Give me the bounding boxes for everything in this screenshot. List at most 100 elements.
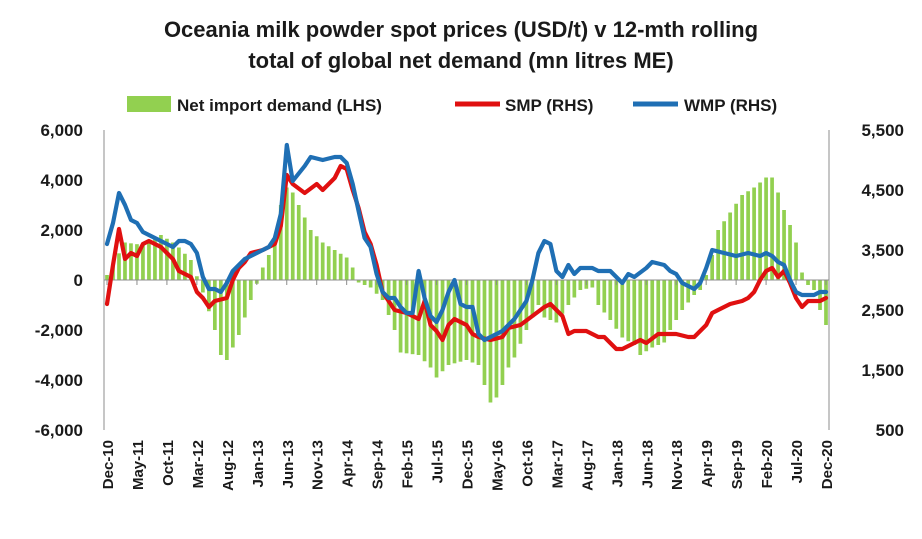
net-import-bar	[572, 280, 577, 298]
net-import-bar	[368, 280, 373, 288]
net-import-bar	[620, 280, 625, 338]
x-axis-tick-label: Dec-10	[100, 440, 117, 489]
legend-label-wmp: WMP (RHS)	[684, 96, 777, 115]
net-import-bar	[728, 212, 732, 280]
net-import-bar	[153, 238, 157, 280]
net-import-bar	[566, 280, 571, 305]
net-import-bar	[272, 242, 277, 280]
x-axis-tick-label: Feb-20	[759, 440, 776, 488]
x-axis-tick-label: Jan-18	[609, 440, 626, 488]
net-import-bar	[141, 245, 145, 280]
right-axis-tick-label: 5,500	[861, 121, 904, 140]
net-import-bar	[230, 280, 235, 348]
net-import-bar	[812, 280, 816, 290]
left-axis-ticks: 6,000 4,000 2,000 0 -2,000 -4,000 -6,000	[35, 121, 83, 440]
net-import-bar	[177, 247, 181, 280]
net-import-bar	[135, 244, 139, 280]
x-axis-tick-label: Apr-19	[699, 440, 716, 488]
x-axis-tick-label: Jan-13	[250, 440, 267, 488]
net-import-bar	[668, 280, 673, 330]
net-import-bar	[147, 241, 151, 280]
net-import-bar	[392, 280, 397, 330]
axes	[103, 130, 830, 430]
net-import-bar	[207, 280, 211, 312]
x-axis-tick-label: Feb-15	[400, 440, 417, 488]
legend-label-net-import: Net import demand (LHS)	[177, 96, 382, 115]
net-import-bar	[183, 253, 187, 280]
net-import-bar	[332, 250, 337, 280]
x-axis-tick-label: Apr-14	[340, 439, 357, 487]
x-axis-tick-label: Mar-12	[190, 440, 207, 488]
net-import-bar	[482, 280, 487, 385]
net-import-bar	[159, 235, 163, 280]
net-import-bar	[644, 280, 649, 352]
net-import-bar	[614, 280, 619, 329]
net-import-bar	[782, 210, 786, 280]
net-import-bar	[404, 280, 409, 354]
x-axis-tick-label: May-11	[130, 440, 147, 490]
net-import-bar	[764, 177, 768, 280]
net-import-bar	[189, 260, 193, 280]
net-import-bar	[608, 280, 613, 320]
legend: Net import demand (LHS) SMP (RHS) WMP (R…	[127, 96, 777, 115]
net-import-bar	[218, 280, 223, 355]
net-import-bar	[284, 187, 289, 280]
net-import-bar	[716, 230, 720, 280]
x-axis-tick-label: May-16	[490, 440, 507, 491]
left-axis-tick-label: 2,000	[40, 221, 83, 240]
net-import-bar	[320, 242, 325, 280]
left-axis-tick-label: 0	[74, 271, 83, 290]
x-axis-tick-label: Mar-17	[549, 440, 566, 488]
net-import-bar	[195, 276, 199, 280]
net-import-bar	[674, 280, 679, 320]
net-import-bar	[650, 280, 655, 348]
x-axis-tick-label: Aug-17	[579, 440, 596, 491]
right-axis-tick-label: 3,500	[861, 241, 904, 260]
net-import-bar	[422, 280, 427, 362]
net-import-bar	[105, 275, 109, 280]
x-axis-tick-label: Jun-18	[639, 440, 656, 488]
right-axis-tick-label: 500	[876, 421, 904, 440]
right-axis-ticks: 5,500 4,500 3,500 2,500 1,500 500	[861, 121, 904, 440]
x-axis-tick-label: Nov-18	[669, 440, 686, 490]
net-import-bar	[374, 280, 379, 294]
net-import-bar	[818, 280, 822, 310]
price-lines	[104, 142, 829, 352]
x-axis-ticks: Dec-10 May-11 Oct-11 Mar-12 Aug-12 Jan-13 Jun-…	[100, 439, 836, 491]
net-import-bar	[734, 203, 738, 280]
net-import-bar	[752, 187, 756, 280]
net-import-bar	[350, 267, 355, 280]
net-import-bar	[314, 236, 319, 280]
net-import-bar	[824, 280, 828, 325]
left-axis-tick-label: -4,000	[35, 371, 83, 390]
net-import-bar	[800, 272, 804, 280]
legend-swatch-net-import	[127, 96, 171, 112]
net-import-bar	[680, 280, 685, 310]
net-import-bar	[290, 192, 295, 280]
net-import-bar	[356, 280, 361, 283]
smp-line	[104, 163, 829, 352]
chart-title: Oceania milk powder spot prices (USD/t) …	[0, 14, 922, 76]
net-import-bar	[296, 205, 301, 280]
net-import-bar	[554, 280, 559, 323]
left-axis-tick-label: 6,000	[40, 121, 83, 140]
legend-label-smp: SMP (RHS)	[505, 96, 593, 115]
net-import-bar	[662, 280, 667, 343]
net-import-bar	[740, 195, 744, 280]
net-import-bar	[602, 280, 607, 313]
net-import-bar	[123, 242, 127, 280]
net-import-bar	[464, 280, 469, 360]
net-import-bar	[788, 225, 792, 280]
x-axis-tick-label: Sep-19	[729, 440, 746, 489]
net-import-bar	[260, 267, 265, 280]
net-import-bar	[248, 280, 253, 300]
net-import-bar	[704, 275, 709, 280]
net-import-bar	[806, 280, 810, 285]
x-axis-tick-label: Dec-20	[819, 440, 836, 489]
net-import-bar	[776, 192, 780, 280]
net-import-bar	[165, 238, 169, 280]
net-import-bar	[201, 280, 205, 293]
x-axis-tick-label: Dec-15	[460, 440, 477, 489]
net-import-bar	[117, 253, 121, 280]
chart-title-line-2: total of global net demand (mn litres ME…	[248, 48, 674, 73]
